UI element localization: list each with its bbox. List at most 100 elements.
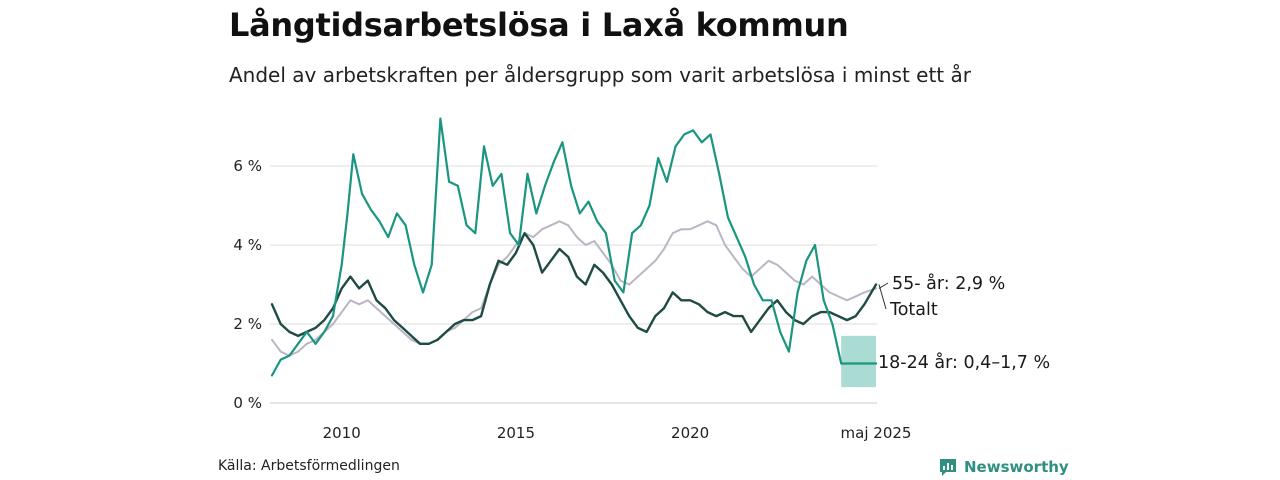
senior-point (279, 350, 282, 353)
senior-point (401, 331, 404, 333)
senior-point (506, 256, 509, 258)
youth-point (692, 129, 694, 132)
total-point (680, 299, 683, 302)
total-point (480, 315, 482, 317)
total-point (758, 319, 761, 321)
youth-point (788, 350, 790, 353)
youth-point (570, 184, 572, 187)
total-point (610, 283, 613, 286)
total-point (776, 299, 779, 302)
senior-line (271, 220, 877, 357)
youth-point (657, 157, 660, 160)
total-label-leader (878, 284, 887, 310)
series-labels: 55- år: 2,9 % Totalt 18-24 år: 0,4–1,7 % (878, 273, 1050, 373)
youth-point (465, 224, 468, 227)
bar-chart-icon (940, 459, 956, 476)
senior-point (576, 236, 578, 239)
senior-point (541, 228, 543, 231)
youth-point (369, 208, 372, 211)
youth-point (483, 145, 485, 148)
youth-point (535, 212, 538, 215)
total-point (837, 315, 840, 317)
senior-point (741, 267, 744, 270)
total-point (706, 311, 709, 313)
senior-point (314, 338, 317, 341)
youth-point (413, 263, 416, 266)
youth-point (840, 362, 843, 365)
total-point (523, 232, 526, 235)
total-point (584, 283, 587, 286)
total-point (445, 331, 448, 333)
youth-point (727, 216, 729, 219)
total-point (854, 315, 857, 317)
youth-point (857, 362, 860, 365)
senior-point (706, 220, 709, 223)
total-point (750, 331, 752, 333)
total-point (462, 319, 465, 321)
total-point (663, 307, 665, 310)
youth-point (526, 173, 529, 175)
youth-point (279, 358, 282, 361)
youth-point (753, 283, 755, 286)
senior-point (863, 291, 866, 294)
total-point (393, 319, 395, 321)
youth-point (631, 232, 633, 235)
senior-point (349, 299, 352, 302)
chart-title: Långtidsarbetslösa i Laxå kommun (229, 6, 849, 44)
youth-point (639, 224, 642, 227)
senior-point (393, 323, 395, 325)
senior-point (837, 295, 840, 298)
total-point (340, 287, 343, 290)
youth-point (735, 236, 738, 239)
total-point (558, 248, 561, 250)
youth-point (814, 244, 816, 246)
total-point (567, 256, 570, 258)
youth-point (517, 244, 520, 246)
youth-point (305, 331, 308, 333)
youth-point (332, 315, 334, 317)
youth-point (709, 133, 712, 136)
senior-point (305, 342, 308, 345)
total-line (270, 232, 878, 345)
total-point (314, 327, 317, 329)
senior-point (567, 224, 570, 227)
youth-point (578, 212, 581, 215)
total-point (576, 275, 578, 278)
senior-label-leader (878, 282, 889, 289)
senior-point (549, 224, 552, 227)
youth-point (605, 232, 607, 235)
senior-point (532, 236, 535, 239)
total-point (497, 259, 500, 262)
senior-point (854, 295, 857, 298)
total-point (436, 338, 439, 341)
total-point (698, 303, 700, 306)
youth-point (378, 220, 381, 223)
total-point (619, 299, 622, 302)
youth-point (404, 224, 407, 227)
senior-point (645, 267, 648, 270)
total-point (366, 279, 369, 282)
youth-point (340, 263, 343, 266)
youth-point (314, 342, 317, 345)
total-point (724, 311, 726, 313)
youth-point (509, 232, 511, 235)
youth-point (552, 161, 555, 164)
youth-point (500, 173, 503, 175)
y-tick-label: 4 % (233, 236, 262, 254)
senior-end-label: 55- år: 2,9 % (892, 273, 1005, 294)
total-point (454, 323, 456, 325)
youth-point (361, 192, 363, 195)
youth-point (439, 117, 442, 120)
youth-point (849, 362, 851, 365)
youth-point (805, 259, 808, 262)
senior-point (480, 307, 482, 310)
youth-point (587, 200, 590, 203)
youth-range-band (841, 335, 876, 388)
senior-point (671, 232, 674, 235)
senior-point (297, 350, 299, 353)
senior-point (628, 283, 631, 286)
senior-point (558, 220, 561, 223)
youth-point (779, 331, 782, 333)
total-point (427, 342, 430, 345)
series-lines (270, 117, 878, 377)
